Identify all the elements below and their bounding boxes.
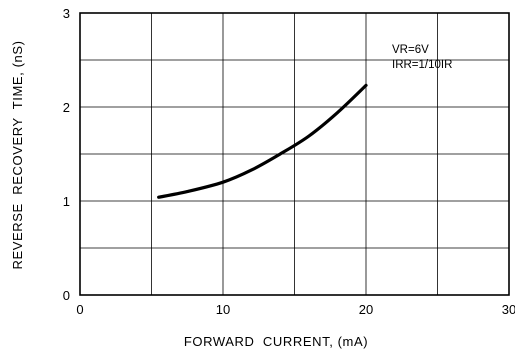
tick-labels: 0 10 20 30 0 1 2 3 — [63, 6, 515, 317]
x-tick-label: 20 — [359, 302, 373, 317]
plot-frame — [79, 12, 510, 296]
x-tick-label: 10 — [216, 302, 230, 317]
annotation-vr: VR=6V — [392, 44, 429, 56]
grid-lines — [80, 13, 509, 295]
series-layer — [157, 83, 368, 199]
x-tick-label: 30 — [502, 302, 515, 317]
x-axis-title: FORWARD CURRENT, (mA) — [184, 334, 368, 349]
y-tick-label: 2 — [63, 100, 70, 115]
x-tick-label: 0 — [76, 302, 83, 317]
annotation-irr: IRR=1/10IR — [392, 59, 452, 71]
y-tick-label: 3 — [63, 6, 70, 21]
series-line — [157, 83, 368, 199]
y-tick-label: 0 — [63, 288, 70, 303]
y-tick-label: 1 — [63, 194, 70, 209]
y-axis-title: REVERSE RECOVERY TIME, (nS) — [10, 40, 25, 269]
